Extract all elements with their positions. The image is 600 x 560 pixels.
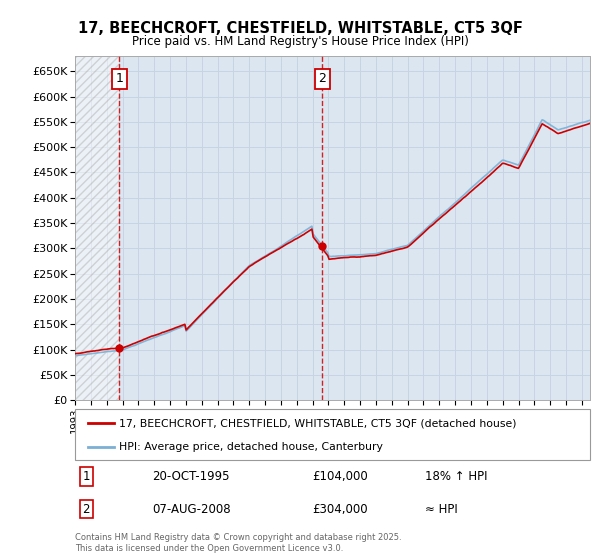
Text: ≈ HPI: ≈ HPI bbox=[425, 502, 458, 516]
Text: HPI: Average price, detached house, Canterbury: HPI: Average price, detached house, Cant… bbox=[119, 442, 383, 452]
Text: 2: 2 bbox=[83, 502, 90, 516]
Text: 2: 2 bbox=[318, 72, 326, 85]
Text: £304,000: £304,000 bbox=[312, 502, 367, 516]
Text: 17, BEECHCROFT, CHESTFIELD, WHITSTABLE, CT5 3QF: 17, BEECHCROFT, CHESTFIELD, WHITSTABLE, … bbox=[77, 21, 523, 36]
Text: Contains HM Land Registry data © Crown copyright and database right 2025.
This d: Contains HM Land Registry data © Crown c… bbox=[75, 533, 401, 553]
FancyBboxPatch shape bbox=[75, 409, 590, 460]
Text: Price paid vs. HM Land Registry's House Price Index (HPI): Price paid vs. HM Land Registry's House … bbox=[131, 35, 469, 48]
Bar bbox=[75, 56, 119, 400]
Text: 18% ↑ HPI: 18% ↑ HPI bbox=[425, 470, 488, 483]
Text: 1: 1 bbox=[83, 470, 90, 483]
Text: 07-AUG-2008: 07-AUG-2008 bbox=[152, 502, 231, 516]
Text: £104,000: £104,000 bbox=[312, 470, 368, 483]
Text: 1: 1 bbox=[115, 72, 123, 85]
Text: 20-OCT-1995: 20-OCT-1995 bbox=[152, 470, 230, 483]
Text: 17, BEECHCROFT, CHESTFIELD, WHITSTABLE, CT5 3QF (detached house): 17, BEECHCROFT, CHESTFIELD, WHITSTABLE, … bbox=[119, 418, 516, 428]
